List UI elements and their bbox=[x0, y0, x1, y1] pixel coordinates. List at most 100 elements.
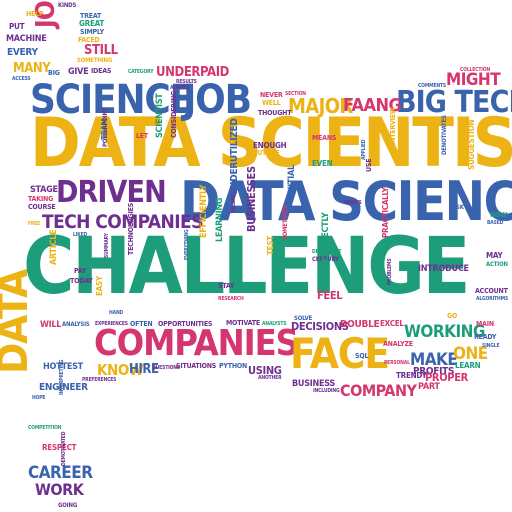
word-wants: WANTS bbox=[344, 200, 362, 206]
word-let: LET bbox=[136, 132, 148, 140]
word-demotivated: DEMOTIVATED bbox=[61, 431, 67, 466]
word-sometimes: SOMETIMES bbox=[282, 205, 289, 240]
word-learn: LEARN bbox=[455, 361, 481, 370]
word-efficiently: EFFICIENTLY bbox=[199, 184, 209, 238]
word-main: MAIN bbox=[476, 320, 494, 328]
word-never: NEVER bbox=[260, 91, 283, 99]
word-stage: STAGE bbox=[30, 185, 58, 195]
word-working: WORKING bbox=[404, 322, 485, 342]
word-often: OFTEN bbox=[130, 320, 153, 328]
word-tech-companies: TECH COMPANIES bbox=[42, 211, 203, 233]
word-give: GIVE bbox=[68, 67, 89, 77]
word-interview: INTERVIEW bbox=[389, 107, 397, 145]
word-initial: INITIAL bbox=[287, 165, 297, 196]
word-big-tech: BIG TECH bbox=[396, 85, 512, 120]
word-enough: ENOUGH bbox=[253, 141, 287, 150]
word-motivate: MOTIVATE bbox=[226, 319, 260, 327]
word-hire: HIRE bbox=[129, 362, 159, 377]
word-simply: SIMPLY bbox=[80, 28, 104, 36]
word-put: PUT bbox=[9, 22, 25, 31]
word-solve: SOLVE bbox=[294, 315, 313, 322]
word-hope: HOPE bbox=[32, 395, 46, 401]
word-correctly: CORRECTLY bbox=[321, 212, 331, 262]
word-comments: COMMENTS bbox=[418, 83, 447, 89]
word-proper: PROPER bbox=[425, 371, 468, 384]
word-might: MIGHT bbox=[446, 70, 501, 90]
word-ideas: IDEAS bbox=[91, 67, 112, 75]
word-know: KNOW bbox=[97, 361, 144, 379]
word-liked: LIKED bbox=[73, 232, 88, 238]
word-every: EVERY bbox=[7, 47, 38, 58]
word-company: COMPANY bbox=[340, 381, 417, 400]
word-work: WORK bbox=[35, 480, 84, 499]
word-pay: PAY bbox=[74, 267, 87, 275]
word-action: ACTION bbox=[486, 261, 508, 268]
word-science: SCIENCE bbox=[30, 77, 194, 123]
word-use: USE bbox=[365, 158, 373, 172]
word-dependent: DEPENDENT bbox=[312, 249, 342, 255]
word-practically: PRACTICALLY bbox=[381, 187, 390, 238]
word-still: STILL bbox=[84, 43, 118, 58]
word-technologies: TECHNOLOGIES bbox=[127, 202, 135, 255]
word-today: TODAY bbox=[70, 277, 93, 285]
word-will: WILL bbox=[40, 320, 62, 330]
word-analyze: ANALYZE bbox=[383, 340, 413, 348]
word-algorithms: ALGORITHMS bbox=[476, 296, 509, 302]
word-businesses: BUSINESSES bbox=[245, 166, 258, 232]
word-analysis: ANALYSIS bbox=[62, 321, 90, 328]
word-driven: DRIVEN bbox=[56, 175, 167, 210]
word-interpreting: INTERPRETING bbox=[59, 359, 65, 395]
word-face: FACE bbox=[290, 329, 390, 378]
word-applied: APPLIED bbox=[361, 139, 367, 160]
word-problems: PROBLEMS bbox=[387, 258, 393, 285]
word-help: HELP bbox=[26, 10, 44, 18]
word-suggestion: SUGGESTION bbox=[467, 119, 476, 170]
word-go: GO bbox=[447, 312, 458, 320]
word-python: PYTHON bbox=[219, 362, 248, 370]
word-going: GOING bbox=[58, 502, 78, 509]
word-personal: PERSONAL bbox=[384, 360, 410, 366]
word-machine: MACHINE bbox=[6, 34, 47, 44]
word-part: PART bbox=[418, 382, 440, 392]
word-introduce: INTRODUCE bbox=[418, 264, 469, 274]
word-double: DOUBLE bbox=[340, 319, 380, 330]
word-article: ARTICLE bbox=[49, 229, 59, 265]
word-stay: STAY bbox=[218, 282, 235, 290]
word-respect: RESPECT bbox=[42, 443, 77, 452]
word-summary: SUMMARY bbox=[104, 233, 110, 258]
word-engineer: ENGINEER bbox=[39, 382, 88, 393]
word-well: WELL bbox=[262, 99, 281, 107]
word-data-vertical: DATA bbox=[0, 269, 37, 374]
word-major: MAJOR bbox=[288, 94, 353, 118]
word-something: SOMETHING bbox=[77, 57, 113, 64]
word-means: MEANS bbox=[312, 134, 337, 142]
word-big: BIG bbox=[48, 69, 60, 77]
word-kinds: KINDS bbox=[58, 2, 77, 9]
word-even: EVEN bbox=[312, 159, 333, 168]
word-single: SINGLE bbox=[482, 343, 500, 349]
word-career: CAREER bbox=[28, 463, 93, 483]
word-situations: SITUATIONS bbox=[176, 362, 217, 370]
word-hottest: HOTTEST bbox=[43, 362, 83, 372]
word-great: GREAT bbox=[79, 19, 105, 28]
word-section: SECTION bbox=[285, 91, 306, 97]
word-faang: FAANG bbox=[343, 95, 402, 116]
word-analysts: ANALYSTS bbox=[262, 321, 287, 327]
word-now: NOW bbox=[490, 211, 507, 219]
word-century: CENTURY bbox=[312, 256, 339, 263]
word-course: COURSE bbox=[28, 203, 56, 211]
word-results: RESULTS bbox=[176, 79, 197, 85]
word-account: ACCOUNT bbox=[475, 287, 508, 295]
word-one: ONE bbox=[453, 344, 488, 364]
word-job: JOB bbox=[183, 77, 252, 123]
word-hand: HAND bbox=[109, 310, 124, 316]
word-experiences: EXPERIENCES bbox=[95, 321, 128, 327]
word-free: FREE bbox=[28, 221, 41, 227]
word-sql: SQL bbox=[355, 352, 369, 360]
word-test: TEST bbox=[266, 236, 275, 255]
word-access: ACCESS bbox=[12, 76, 31, 82]
word-companies: COMPANIES bbox=[94, 323, 299, 364]
word-faced: FACED bbox=[78, 36, 100, 44]
word-thought: THOUGHT bbox=[258, 109, 292, 117]
